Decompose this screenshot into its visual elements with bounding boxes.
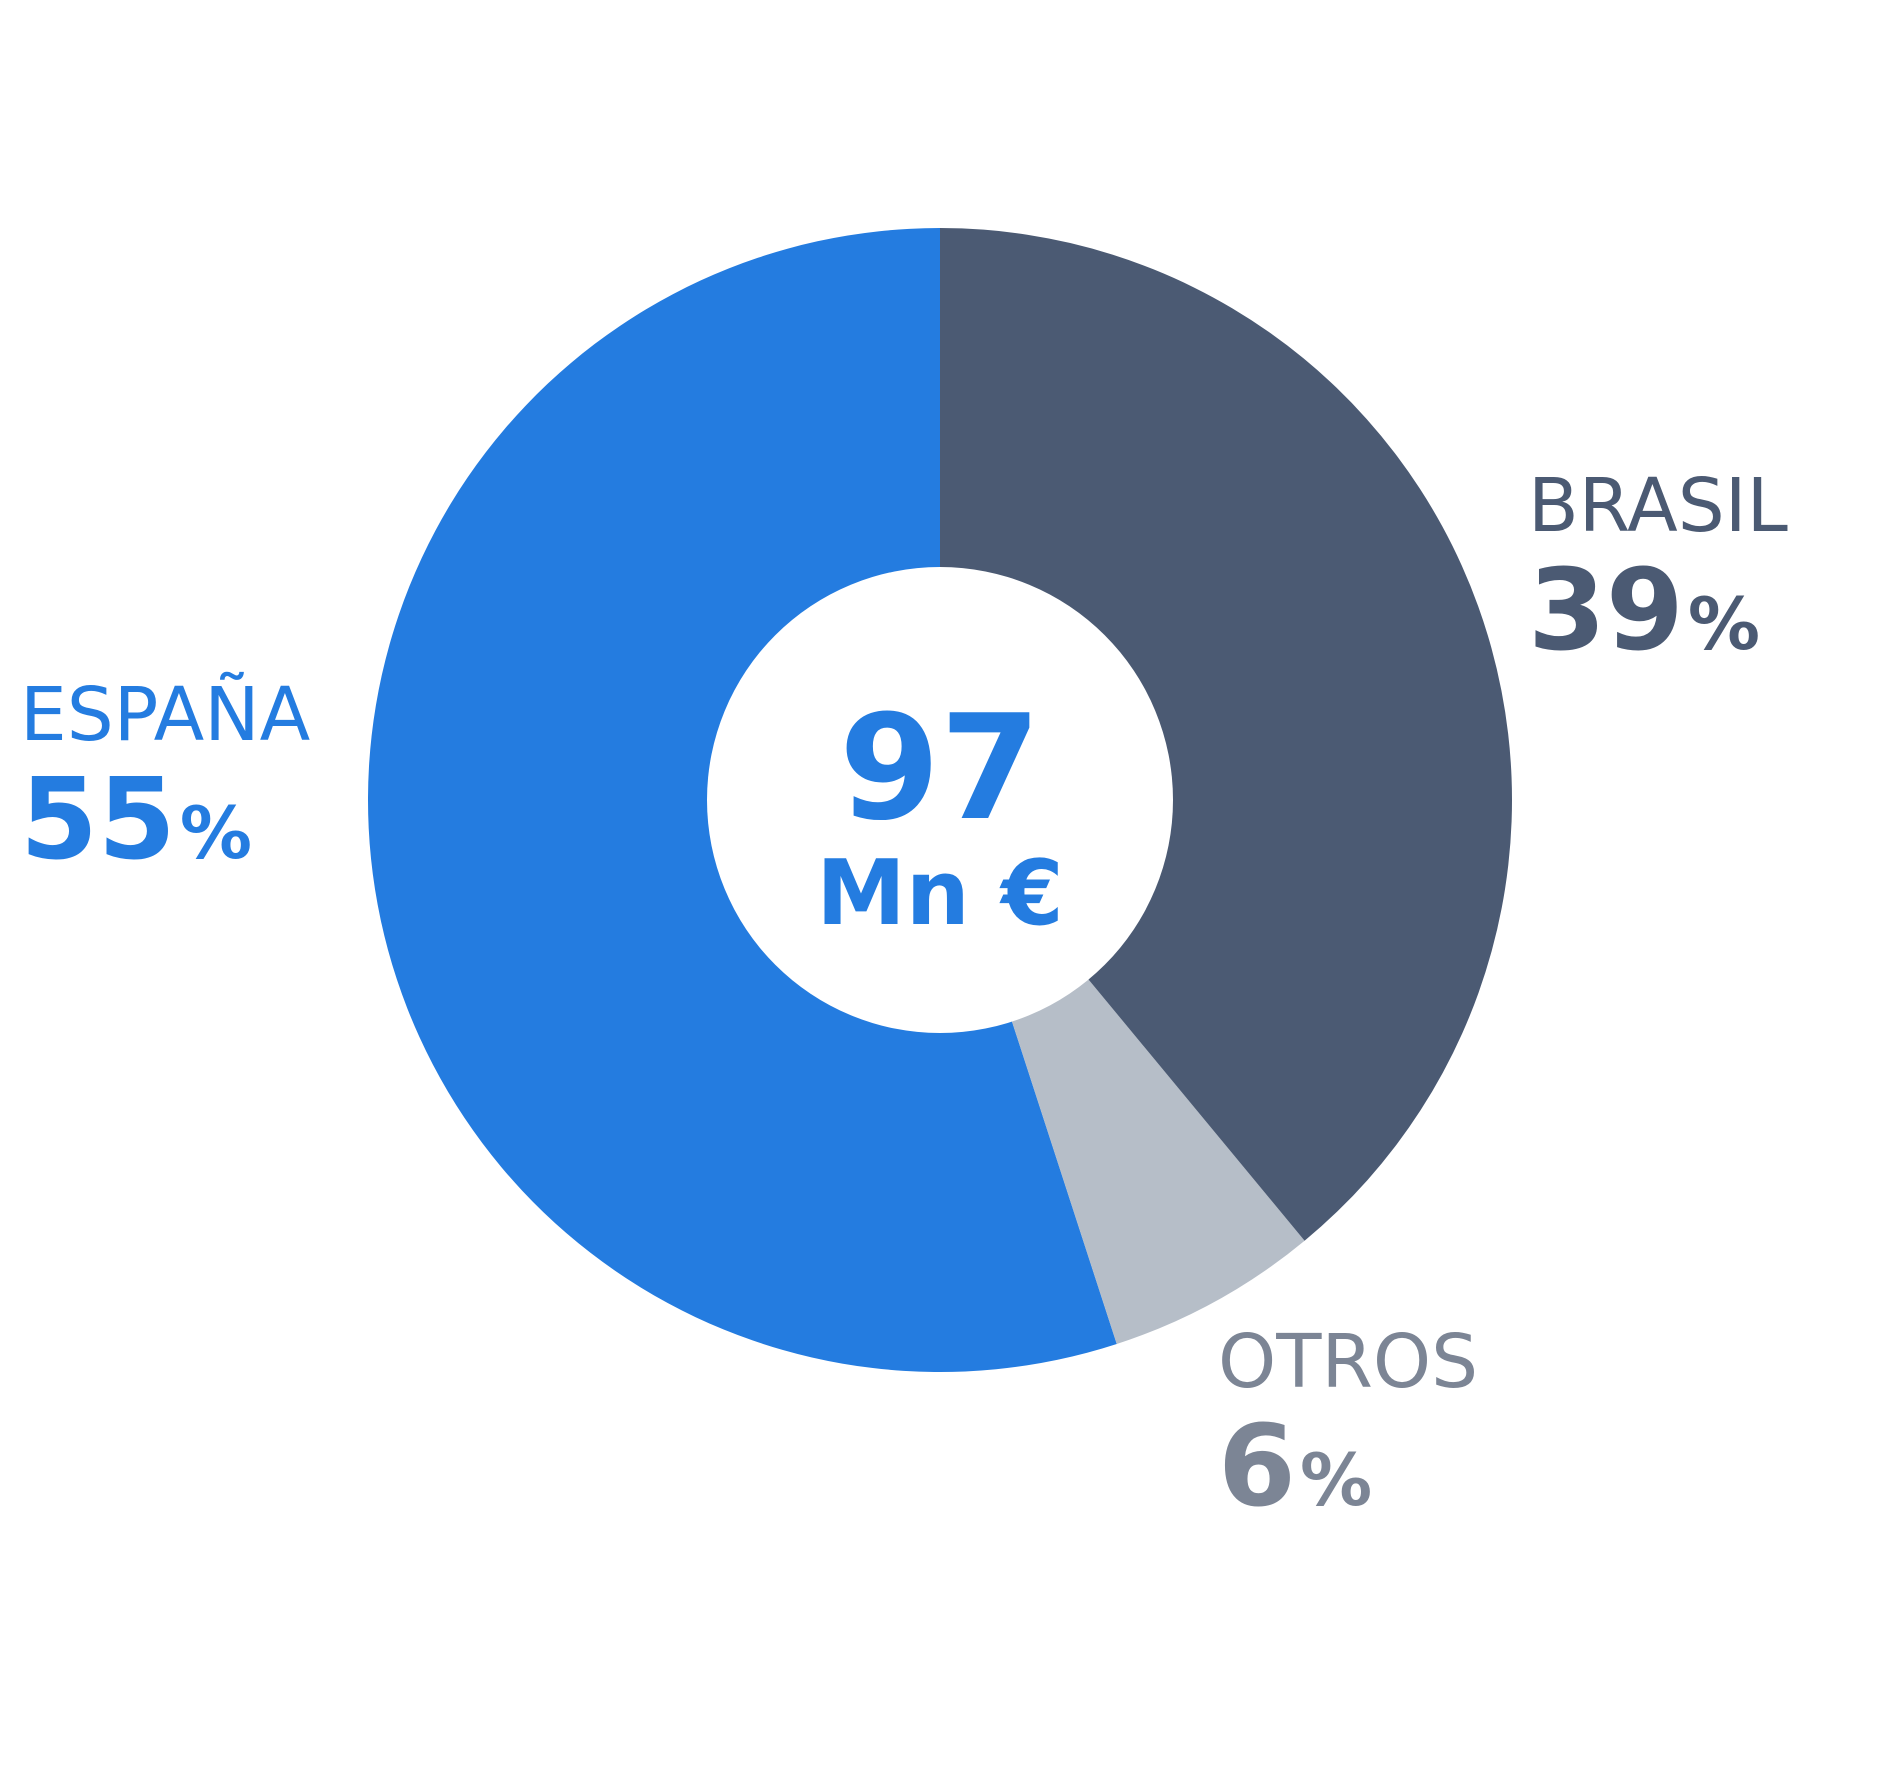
label-espana-name: ESPAÑA	[20, 671, 311, 758]
center-value: 97	[839, 684, 1041, 853]
label-espana-percent: 55%	[20, 755, 252, 885]
label-brasil-name: BRASIL	[1528, 463, 1788, 549]
center-unit: Mn €	[816, 841, 1064, 946]
slice-brasil	[940, 227, 1512, 1241]
label-otros-name: OTROS	[1218, 1319, 1478, 1405]
label-brasil-percent: 39%	[1528, 546, 1760, 676]
donut-hole	[707, 567, 1173, 1033]
label-otros-percent: 6%	[1218, 1402, 1372, 1532]
